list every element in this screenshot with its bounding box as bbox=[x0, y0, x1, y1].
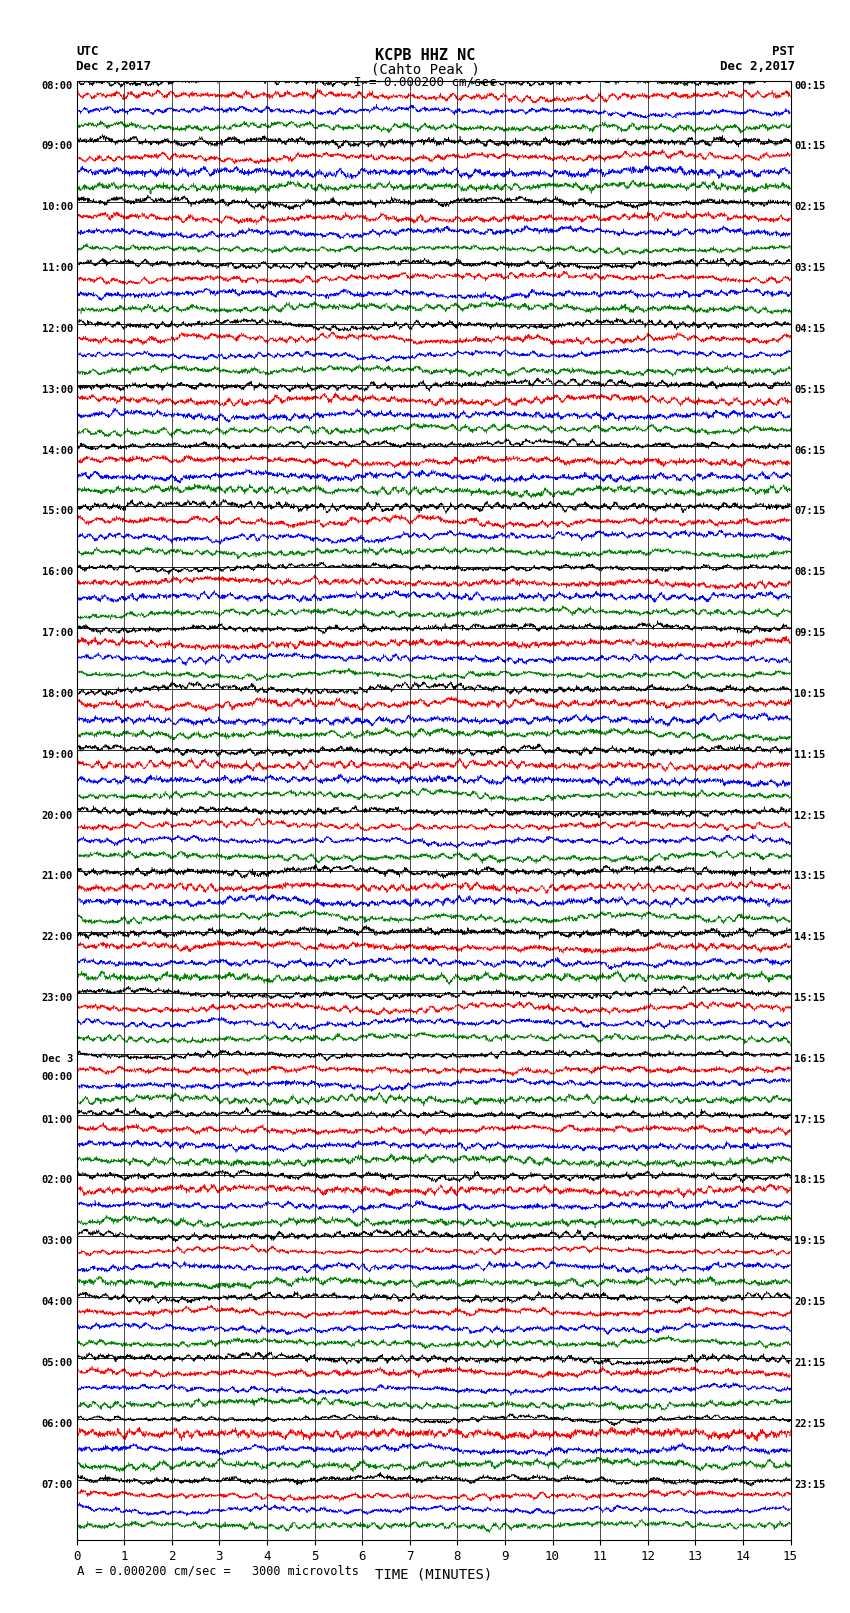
Text: 09:00: 09:00 bbox=[42, 142, 73, 152]
Text: 07:15: 07:15 bbox=[794, 506, 825, 516]
Text: 07:00: 07:00 bbox=[42, 1479, 73, 1489]
Text: 13:00: 13:00 bbox=[42, 386, 73, 395]
Text: 22:15: 22:15 bbox=[794, 1419, 825, 1429]
Text: 16:15: 16:15 bbox=[794, 1053, 825, 1065]
Text: 15:00: 15:00 bbox=[42, 506, 73, 516]
Text: 09:15: 09:15 bbox=[794, 627, 825, 639]
Text: 05:15: 05:15 bbox=[794, 386, 825, 395]
Text: Dec 3: Dec 3 bbox=[42, 1053, 73, 1065]
Text: Dec 2,2017: Dec 2,2017 bbox=[720, 60, 795, 73]
Text: 08:00: 08:00 bbox=[42, 81, 73, 90]
Text: 04:00: 04:00 bbox=[42, 1297, 73, 1307]
Text: 01:00: 01:00 bbox=[42, 1115, 73, 1124]
Text: 18:15: 18:15 bbox=[794, 1176, 825, 1186]
Text: 19:00: 19:00 bbox=[42, 750, 73, 760]
Text: UTC: UTC bbox=[76, 45, 99, 58]
Text: 06:00: 06:00 bbox=[42, 1419, 73, 1429]
Text: 22:00: 22:00 bbox=[42, 932, 73, 942]
Text: A: A bbox=[76, 1565, 84, 1578]
Text: 21:15: 21:15 bbox=[794, 1358, 825, 1368]
Text: 20:15: 20:15 bbox=[794, 1297, 825, 1307]
Text: 03:15: 03:15 bbox=[794, 263, 825, 273]
Text: 19:15: 19:15 bbox=[794, 1236, 825, 1247]
Text: 17:00: 17:00 bbox=[42, 627, 73, 639]
Text: 18:00: 18:00 bbox=[42, 689, 73, 698]
Text: 17:15: 17:15 bbox=[794, 1115, 825, 1124]
Text: 06:15: 06:15 bbox=[794, 445, 825, 455]
Text: 02:00: 02:00 bbox=[42, 1176, 73, 1186]
Text: 04:15: 04:15 bbox=[794, 324, 825, 334]
Text: 14:15: 14:15 bbox=[794, 932, 825, 942]
Text: 10:15: 10:15 bbox=[794, 689, 825, 698]
Text: 23:15: 23:15 bbox=[794, 1479, 825, 1489]
Text: 08:15: 08:15 bbox=[794, 568, 825, 577]
Text: I = 0.000200 cm/sec: I = 0.000200 cm/sec bbox=[354, 76, 496, 89]
Text: 14:00: 14:00 bbox=[42, 445, 73, 455]
Text: KCPB HHZ NC: KCPB HHZ NC bbox=[375, 48, 475, 63]
X-axis label: TIME (MINUTES): TIME (MINUTES) bbox=[375, 1568, 492, 1581]
Text: 11:15: 11:15 bbox=[794, 750, 825, 760]
Text: 01:15: 01:15 bbox=[794, 142, 825, 152]
Text: 10:00: 10:00 bbox=[42, 202, 73, 213]
Text: 16:00: 16:00 bbox=[42, 568, 73, 577]
Text: 23:00: 23:00 bbox=[42, 994, 73, 1003]
Text: PST: PST bbox=[773, 45, 795, 58]
Text: 12:00: 12:00 bbox=[42, 324, 73, 334]
Text: (Cahto Peak ): (Cahto Peak ) bbox=[371, 63, 479, 77]
Text: 13:15: 13:15 bbox=[794, 871, 825, 881]
Text: Dec 2,2017: Dec 2,2017 bbox=[76, 60, 151, 73]
Text: 11:00: 11:00 bbox=[42, 263, 73, 273]
Text: 00:00: 00:00 bbox=[42, 1073, 73, 1082]
Text: 05:00: 05:00 bbox=[42, 1358, 73, 1368]
Text: 15:15: 15:15 bbox=[794, 994, 825, 1003]
Text: 03:00: 03:00 bbox=[42, 1236, 73, 1247]
Text: 20:00: 20:00 bbox=[42, 810, 73, 821]
Text: = 0.000200 cm/sec =   3000 microvolts: = 0.000200 cm/sec = 3000 microvolts bbox=[81, 1565, 359, 1578]
Text: 00:15: 00:15 bbox=[794, 81, 825, 90]
Text: 21:00: 21:00 bbox=[42, 871, 73, 881]
Text: 02:15: 02:15 bbox=[794, 202, 825, 213]
Text: 12:15: 12:15 bbox=[794, 810, 825, 821]
